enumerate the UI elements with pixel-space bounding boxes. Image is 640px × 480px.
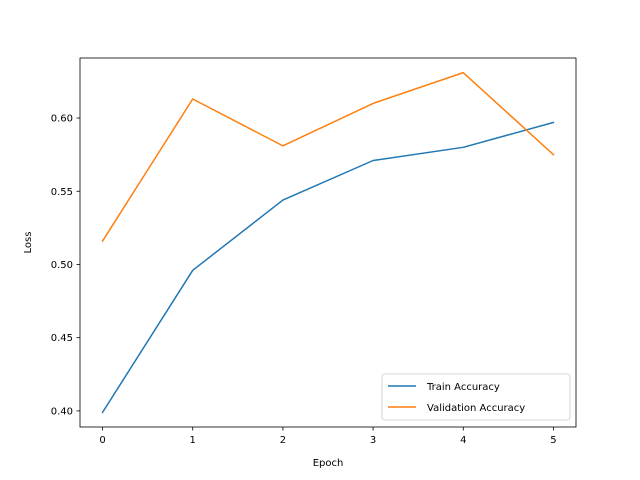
y-tick-label: 0.40 bbox=[51, 406, 73, 417]
legend: Train Accuracy Validation Accuracy bbox=[381, 373, 571, 421]
legend-box bbox=[381, 373, 571, 421]
x-tick-label: 0 bbox=[99, 435, 105, 446]
x-axis-ticks: 0 1 2 3 4 5 bbox=[99, 427, 557, 446]
legend-label-1: Train Accuracy bbox=[426, 382, 500, 393]
y-axis-ticks: 0.40 0.45 0.50 0.55 0.60 bbox=[51, 114, 80, 417]
series-layer bbox=[101, 71, 555, 414]
y-axis-label: Loss bbox=[23, 232, 34, 254]
series-line-1 bbox=[101, 121, 555, 414]
y-tick-label: 0.50 bbox=[51, 260, 73, 271]
series-line-2 bbox=[101, 71, 555, 243]
x-tick-label: 5 bbox=[550, 435, 556, 446]
y-tick-label: 0.45 bbox=[51, 333, 73, 344]
plot-frame bbox=[79, 57, 577, 428]
x-tick-label: 4 bbox=[460, 435, 466, 446]
x-axis-label: Epoch bbox=[313, 458, 344, 469]
x-tick-label: 2 bbox=[280, 435, 286, 446]
x-tick-label: 3 bbox=[370, 435, 376, 446]
y-tick-label: 0.55 bbox=[51, 187, 73, 198]
y-tick-label: 0.60 bbox=[51, 114, 73, 125]
x-tick-label: 1 bbox=[190, 435, 196, 446]
legend-label-2: Validation Accuracy bbox=[427, 403, 525, 414]
